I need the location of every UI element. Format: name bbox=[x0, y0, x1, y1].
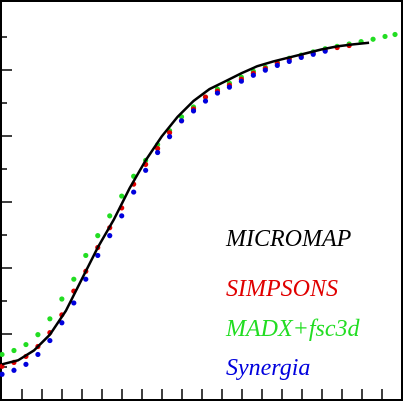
point-madx-fsc3d bbox=[119, 193, 125, 199]
point-synergia bbox=[59, 320, 65, 326]
point-synergia bbox=[119, 213, 125, 219]
point-synergia bbox=[35, 351, 41, 358]
point-synergia bbox=[11, 367, 17, 373]
point-madx-fsc3d bbox=[95, 233, 101, 239]
point-synergia bbox=[107, 233, 113, 239]
point-simpsons bbox=[155, 145, 161, 152]
point-synergia bbox=[262, 67, 268, 73]
legend-label-madx: MADX+fsc3d bbox=[225, 316, 361, 342]
point-madx-fsc3d bbox=[11, 347, 17, 354]
point-synergia bbox=[226, 84, 233, 90]
point-madx-fsc3d bbox=[370, 36, 376, 42]
point-synergia bbox=[298, 54, 304, 61]
axis-ticks bbox=[2, 36, 383, 399]
point-synergia bbox=[131, 189, 137, 195]
point-synergia bbox=[23, 361, 29, 367]
point-synergia bbox=[95, 252, 101, 259]
point-synergia bbox=[166, 134, 173, 140]
point-synergia bbox=[286, 58, 292, 64]
legend-label-simpsons: SIMPSONS bbox=[226, 276, 338, 302]
point-simpsons bbox=[166, 130, 173, 136]
series-layer bbox=[0, 31, 398, 377]
point-synergia bbox=[0, 371, 5, 377]
point-madx-fsc3d bbox=[71, 276, 77, 282]
legend: MICROMAP SIMPSONS MADX+fsc3d Synergia bbox=[225, 226, 361, 381]
point-synergia bbox=[178, 118, 185, 124]
point-madx-fsc3d bbox=[107, 213, 113, 219]
point-synergia bbox=[274, 62, 280, 68]
point-madx-fsc3d bbox=[47, 316, 53, 322]
point-synergia bbox=[202, 98, 209, 104]
point-madx-fsc3d bbox=[0, 351, 5, 358]
point-synergia bbox=[214, 90, 221, 96]
point-synergia bbox=[190, 108, 197, 114]
point-synergia bbox=[47, 337, 53, 344]
series-line-micromap bbox=[1, 41, 370, 366]
point-simpsons bbox=[202, 94, 209, 100]
point-synergia bbox=[155, 149, 161, 156]
point-madx-fsc3d bbox=[382, 33, 388, 40]
point-synergia bbox=[71, 300, 77, 306]
point-synergia bbox=[238, 78, 244, 84]
point-madx-fsc3d bbox=[23, 341, 29, 348]
point-synergia bbox=[250, 72, 256, 78]
point-madx-fsc3d bbox=[35, 332, 41, 338]
legend-label-synergia: Synergia bbox=[226, 355, 310, 381]
point-synergia bbox=[143, 167, 149, 173]
point-madx-fsc3d bbox=[83, 252, 89, 259]
point-madx-fsc3d bbox=[59, 296, 65, 302]
legend-label-micromap: MICROMAP bbox=[225, 226, 352, 252]
point-synergia bbox=[83, 276, 89, 282]
point-madx-fsc3d bbox=[392, 31, 398, 38]
